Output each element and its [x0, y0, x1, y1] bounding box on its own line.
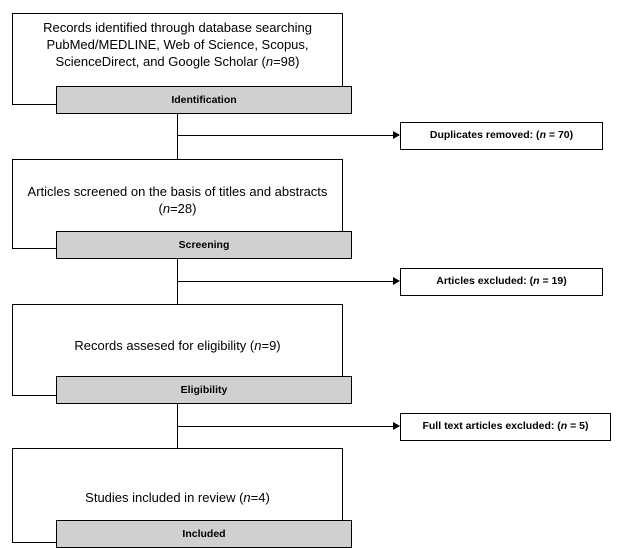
stage-label-identification: Identification	[56, 86, 352, 114]
arrowhead-3	[393, 422, 400, 430]
arrowhead-2	[393, 277, 400, 285]
screening-text: Articles screened on the basis of titles…	[13, 183, 342, 217]
included-text: Studies included in review (n=4)	[13, 489, 342, 506]
identification-text: Records identified through database sear…	[13, 19, 342, 70]
connector-horizontal-1	[177, 135, 393, 136]
identification-line-3: ScienceDirect, and Google Scholar (n=98)	[55, 54, 300, 69]
identification-line-1: Records identified through database sear…	[43, 20, 312, 35]
identification-line-2: PubMed/MEDLINE, Web of Science, Scopus,	[46, 37, 309, 52]
screening-line-2: (n=28)	[158, 201, 197, 216]
articles-excluded-box: Articles excluded: (n = 19)	[400, 268, 603, 296]
full-text-excluded-box: Full text articles excluded: (n = 5)	[400, 413, 611, 441]
duplicates-removed-box: Duplicates removed: (n = 70)	[400, 122, 603, 150]
stage-label-screening: Screening	[56, 231, 352, 259]
included-line-1: Studies included in review (n=4)	[85, 490, 270, 505]
eligibility-text: Records assesed for eligibility (n=9)	[13, 337, 342, 354]
screening-line-1: Articles screened on the basis of titles…	[27, 184, 328, 199]
stage-label-included: Included	[56, 520, 352, 548]
connector-horizontal-3	[177, 426, 393, 427]
connector-horizontal-2	[177, 281, 393, 282]
connector-vertical-1	[177, 114, 178, 159]
arrowhead-1	[393, 131, 400, 139]
eligibility-line-1: Records assesed for eligibility (n=9)	[74, 338, 281, 353]
stage-label-eligibility: Eligibility	[56, 376, 352, 404]
